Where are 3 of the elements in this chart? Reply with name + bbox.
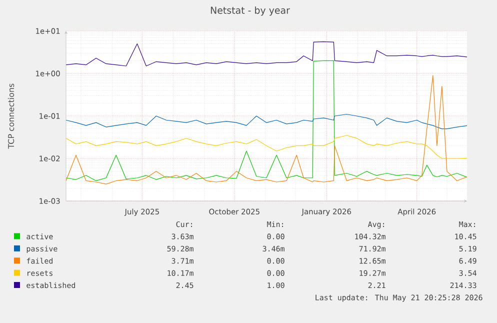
line-series — [66, 41, 468, 66]
line-series — [66, 114, 468, 130]
chart-title: Netstat - by year — [210, 6, 290, 16]
